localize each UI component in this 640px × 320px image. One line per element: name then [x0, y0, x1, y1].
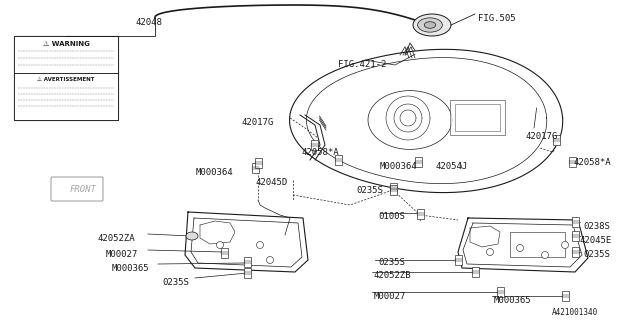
- Bar: [561, 292, 568, 300]
- Bar: [510, 232, 565, 257]
- Text: 0235S: 0235S: [162, 278, 189, 287]
- Text: ⚠ WARNING: ⚠ WARNING: [43, 41, 90, 47]
- Ellipse shape: [418, 18, 442, 32]
- Text: 42054J: 42054J: [436, 162, 468, 171]
- Circle shape: [257, 242, 264, 249]
- Bar: [252, 164, 259, 172]
- Text: 0235S: 0235S: [583, 250, 610, 259]
- Bar: [552, 135, 559, 145]
- Text: M00027: M00027: [106, 250, 138, 259]
- Text: M000365: M000365: [112, 264, 150, 273]
- Text: 42017G: 42017G: [526, 132, 558, 141]
- Text: 42048: 42048: [135, 18, 162, 27]
- Text: M000364: M000364: [380, 162, 418, 171]
- Text: 42058*A: 42058*A: [302, 148, 340, 157]
- FancyBboxPatch shape: [51, 177, 103, 201]
- Circle shape: [541, 252, 548, 259]
- Text: 42052ZA: 42052ZA: [98, 234, 136, 243]
- Bar: [390, 186, 397, 195]
- Text: FRONT: FRONT: [70, 185, 97, 194]
- Bar: [14, 73, 118, 120]
- Text: M000365: M000365: [494, 296, 532, 305]
- Bar: [472, 268, 479, 276]
- Text: M00027: M00027: [374, 292, 406, 301]
- Bar: [221, 248, 227, 258]
- Circle shape: [561, 242, 568, 249]
- Text: FIG.505: FIG.505: [478, 14, 516, 23]
- Bar: [568, 157, 575, 166]
- Ellipse shape: [186, 232, 198, 240]
- Text: 0235S: 0235S: [356, 186, 383, 195]
- Bar: [450, 100, 505, 135]
- Bar: [497, 287, 504, 297]
- Text: 0235S: 0235S: [378, 258, 405, 267]
- Bar: [417, 210, 424, 219]
- Bar: [415, 157, 422, 166]
- Bar: [243, 258, 250, 267]
- Bar: [572, 231, 579, 241]
- Text: 42017G: 42017G: [242, 118, 275, 127]
- Text: 42052ZB: 42052ZB: [374, 271, 412, 280]
- Circle shape: [516, 244, 524, 252]
- Bar: [243, 268, 250, 277]
- Text: FIG.421-2: FIG.421-2: [338, 60, 387, 69]
- Bar: [310, 140, 317, 149]
- Text: ⚠ AVERTISSEMENT: ⚠ AVERTISSEMENT: [37, 77, 95, 83]
- Bar: [255, 158, 262, 168]
- Text: A421001340: A421001340: [552, 308, 598, 317]
- Bar: [14, 36, 118, 120]
- Text: 42058*A: 42058*A: [574, 158, 612, 167]
- Text: 0100S: 0100S: [378, 212, 405, 221]
- Bar: [14, 36, 118, 73]
- Bar: [455, 104, 500, 131]
- Circle shape: [216, 242, 223, 249]
- Ellipse shape: [424, 22, 436, 28]
- Bar: [390, 183, 397, 193]
- Circle shape: [266, 257, 273, 263]
- Bar: [572, 247, 579, 257]
- Text: M000364: M000364: [196, 168, 234, 177]
- Circle shape: [486, 249, 493, 255]
- Bar: [454, 255, 461, 265]
- Text: 42045E: 42045E: [580, 236, 612, 245]
- Text: 0238S: 0238S: [583, 222, 610, 231]
- Bar: [335, 156, 342, 164]
- Bar: [572, 218, 579, 227]
- Text: 42045D: 42045D: [256, 178, 288, 187]
- Ellipse shape: [413, 14, 451, 36]
